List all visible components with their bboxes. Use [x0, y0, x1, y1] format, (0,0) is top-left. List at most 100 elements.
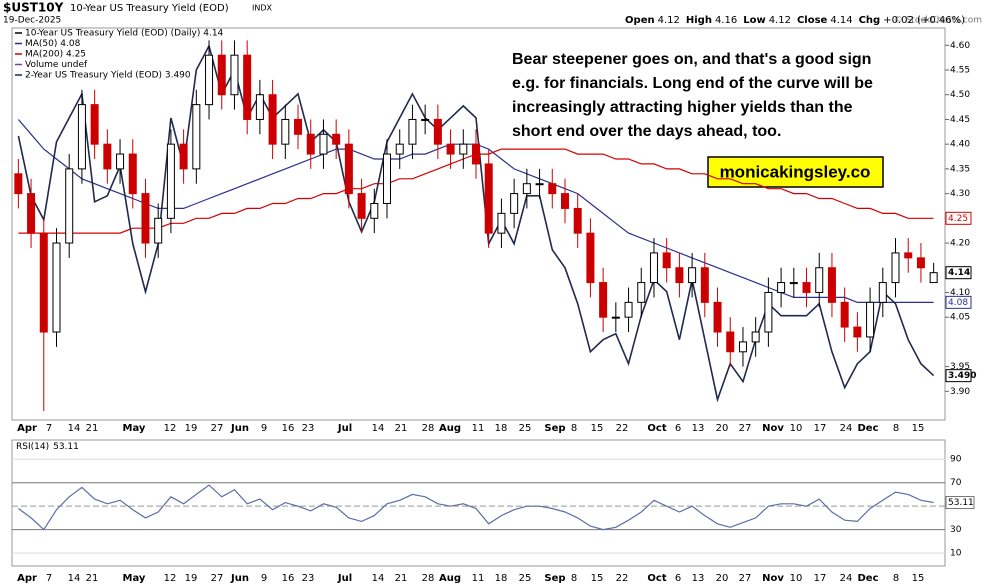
x-tick-label: 6	[675, 573, 681, 584]
x-tick-label: 10	[790, 423, 803, 434]
candle-body	[789, 282, 798, 285]
x-tick-label: 22	[616, 423, 629, 434]
annotation: Bear steepener goes on, and that's a goo…	[512, 51, 871, 68]
candle-body	[548, 183, 557, 195]
y-tick-label: 4.10	[950, 288, 970, 298]
candle-body	[141, 193, 150, 244]
candle-body	[484, 163, 493, 234]
candle-body	[294, 118, 303, 135]
end-label: 4.25	[948, 214, 968, 224]
x-tick-label: Dec	[857, 573, 878, 584]
legend-label: 10-Year US Treasury Yield (EOD) (Daily) …	[25, 29, 224, 39]
x-tick-label: 18	[495, 423, 508, 434]
y-tick-label: 10	[950, 549, 962, 559]
x-tick-label: Sep	[544, 573, 565, 584]
annotation: increasingly attracting higher yields th…	[512, 99, 853, 116]
legend-label: MA(50) 4.08	[25, 39, 81, 49]
x-tick-label: Nov	[762, 573, 784, 584]
candle-body	[688, 267, 697, 284]
candle-body	[217, 54, 226, 96]
x-tick-label: 18	[495, 573, 508, 584]
candle-body	[878, 282, 887, 303]
x-tick-label: 13	[692, 423, 705, 434]
x-tick-label: 21	[86, 423, 99, 434]
candle-body	[268, 94, 277, 145]
source: © StockCharts.com	[894, 16, 982, 26]
subtitle: 10-Year US Treasury Yield (EOD)	[70, 3, 229, 14]
x-tick-label: 23	[302, 423, 315, 434]
candle-body	[421, 118, 430, 121]
candle-body	[649, 252, 658, 284]
x-tick-label: 27	[211, 423, 224, 434]
quote-label: High	[686, 15, 712, 26]
x-tick-label: May	[123, 423, 146, 434]
end-label-box	[945, 295, 972, 309]
candle-body	[713, 301, 722, 333]
legend-label: 2-Year US Treasury Yield (EOD) 3.490	[25, 71, 191, 81]
x-tick-label: 28	[422, 573, 435, 584]
x-tick-label: 7	[46, 573, 52, 584]
quote-label: Close	[797, 15, 828, 26]
candle-body	[103, 143, 112, 170]
x-tick-label: Apr	[17, 423, 37, 434]
quote-value: 4.12	[658, 15, 680, 26]
candle-body	[815, 267, 824, 293]
annotation: e.g. for financials. Long end of the cur…	[512, 75, 873, 92]
quote-label: Low	[743, 15, 765, 26]
x-tick-label: Sep	[544, 423, 565, 434]
candle-body	[77, 104, 86, 170]
x-tick-label: 17	[814, 423, 827, 434]
price-panel	[11, 27, 946, 421]
candle-body	[281, 118, 290, 145]
x-tick-label: 24	[840, 573, 853, 584]
candle-body	[891, 252, 900, 284]
candle-body	[637, 282, 646, 303]
x-tick-label: 25	[519, 573, 532, 584]
end-label: 4.08	[948, 298, 968, 308]
x-tick-label: 14	[372, 573, 385, 584]
candle-body	[344, 143, 353, 195]
candle-body	[573, 207, 582, 234]
x-tick-label: 12	[164, 573, 177, 584]
quote-value: +0.02 (+0.46%)	[883, 15, 965, 26]
candle-body	[738, 341, 747, 353]
x-tick-label: 8	[571, 423, 577, 434]
end-label-box	[945, 496, 975, 510]
candle-body	[395, 143, 404, 155]
candle-body	[904, 252, 913, 259]
legend-label: MA(200) 4.25	[25, 50, 86, 60]
candle-body	[751, 331, 760, 343]
candle-body	[166, 143, 175, 219]
candle-body	[255, 94, 264, 120]
candle-body	[383, 153, 392, 204]
x-tick-label: Jul	[337, 573, 352, 584]
candle-body	[116, 153, 125, 170]
x-tick-label: 19	[185, 573, 198, 584]
candle-body	[840, 301, 849, 328]
candle-body	[230, 54, 239, 96]
y-tick-label: 4.50	[950, 90, 970, 100]
rsi-line	[18, 484, 934, 531]
candle-body	[827, 267, 836, 303]
rsi-name: RSI(14)	[16, 442, 49, 452]
y-tick-label: 4.35	[950, 164, 970, 174]
x-tick-label: 21	[395, 573, 408, 584]
candle-body	[446, 143, 455, 155]
candle-body	[65, 168, 74, 244]
x-tick-label: 15	[912, 573, 925, 584]
exchange: INDX	[252, 4, 273, 13]
annotation: short end over the days ahead, too.	[512, 123, 781, 140]
candle-body	[764, 291, 773, 333]
x-tick-label: 8	[893, 573, 899, 584]
x-tick-label: 27	[739, 423, 752, 434]
x-tick-label: 19	[185, 423, 198, 434]
candle-body	[777, 282, 786, 293]
quote-value: 4.12	[769, 15, 791, 26]
x-tick-label: Apr	[17, 573, 37, 584]
x-tick-label: 15	[591, 423, 604, 434]
candle-body	[866, 301, 875, 338]
x-tick-label: 17	[814, 573, 827, 584]
candle-body	[90, 104, 99, 145]
candle-body	[179, 143, 188, 170]
